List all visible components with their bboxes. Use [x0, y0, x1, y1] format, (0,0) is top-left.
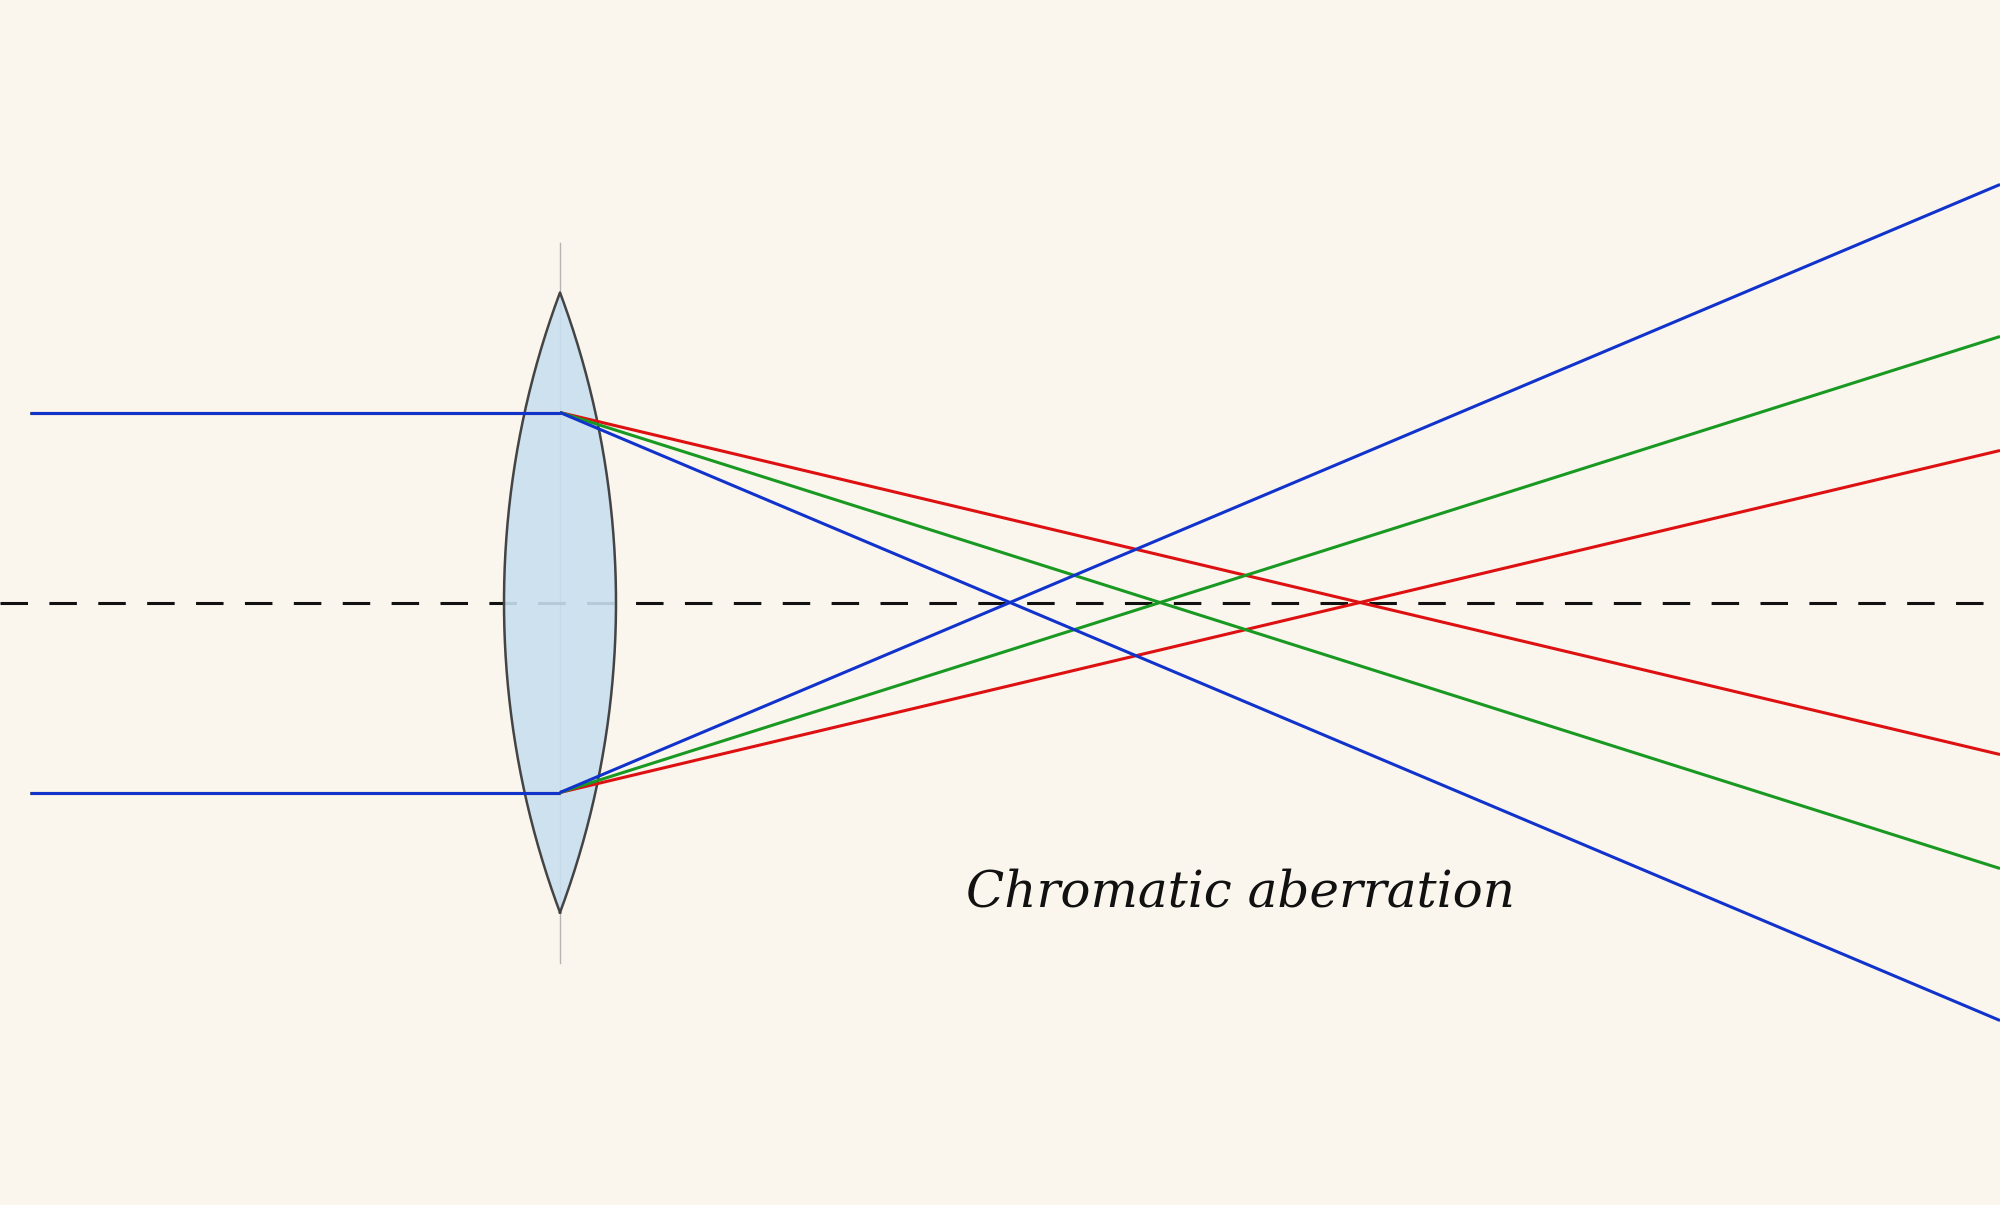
Text: Chromatic aberration: Chromatic aberration: [966, 868, 1514, 917]
Polygon shape: [504, 293, 616, 912]
